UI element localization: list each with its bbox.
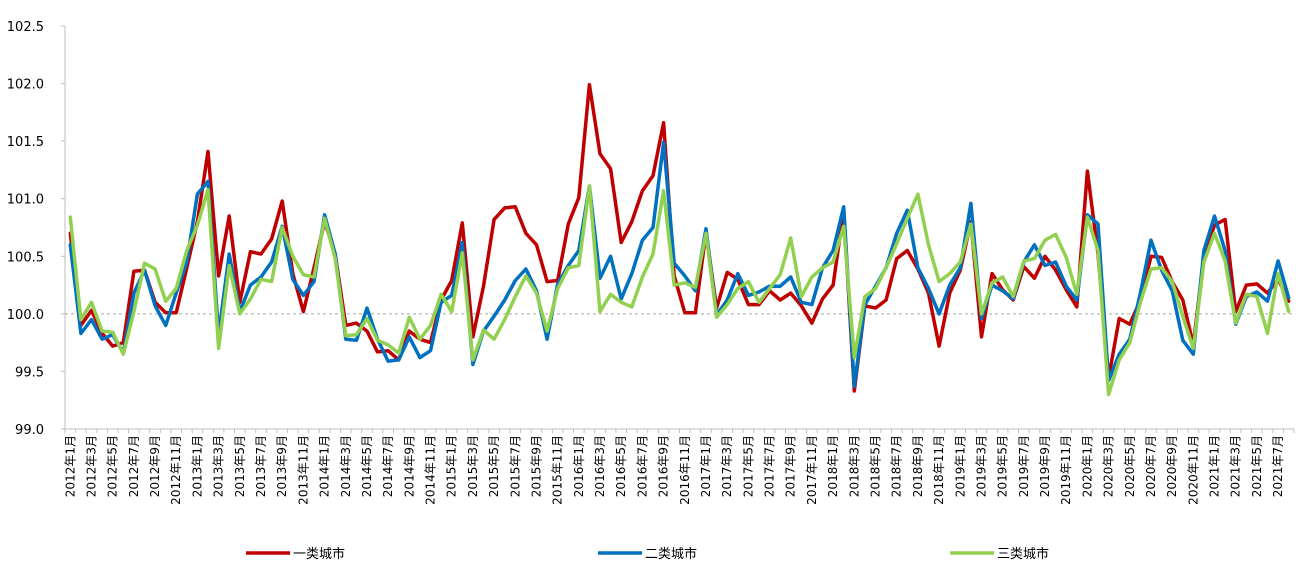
x-tick-label: 2017年3月 bbox=[720, 435, 734, 497]
x-tick-label: 2012年3月 bbox=[84, 435, 98, 497]
x-tick-label: 2018年7月 bbox=[890, 435, 904, 497]
x-tick-label: 2015年11月 bbox=[551, 435, 565, 505]
x-tick-label: 2016年5月 bbox=[614, 435, 628, 497]
x-tick-label: 2017年5月 bbox=[741, 435, 755, 497]
x-tick-label: 2014年3月 bbox=[339, 435, 353, 497]
x-tick-label: 2013年7月 bbox=[254, 435, 268, 497]
x-tick-label: 2017年7月 bbox=[763, 435, 777, 497]
x-tick-label: 2015年3月 bbox=[466, 435, 480, 497]
y-tick-label: 102.0 bbox=[7, 78, 44, 93]
legend: 一类城市 二类城市 三类城市 bbox=[246, 546, 1049, 562]
x-tick-label: 2020年9月 bbox=[1165, 435, 1179, 497]
x-tick-label: 2016年11月 bbox=[678, 435, 692, 505]
x-tick-label: 2019年7月 bbox=[1017, 435, 1031, 497]
x-tick-label: 2018年3月 bbox=[847, 435, 861, 497]
x-tick-label: 2014年1月 bbox=[318, 435, 332, 497]
x-tick-label: 2016年7月 bbox=[635, 435, 649, 497]
series-group bbox=[68, 82, 1291, 397]
x-tick-label: 2019年1月 bbox=[953, 435, 967, 497]
x-tick-label: 2020年11月 bbox=[1186, 435, 1200, 505]
x-tick-label: 2015年9月 bbox=[529, 435, 543, 497]
x-tick-label: 2016年9月 bbox=[657, 435, 671, 497]
x-tick-label: 2014年5月 bbox=[360, 435, 374, 497]
x-tick-label: 2019年3月 bbox=[974, 435, 988, 497]
x-tick-label: 2020年7月 bbox=[1144, 435, 1158, 497]
x-axis: 2012年1月 2012年3月 2012年5月 2012年7月 2012年9月 2012年… bbox=[63, 429, 1295, 505]
x-tick-label: 2013年1月 bbox=[190, 435, 204, 497]
x-tick-label: 2018年11月 bbox=[932, 435, 946, 505]
x-tick-label: 2015年5月 bbox=[487, 435, 501, 497]
x-tick-label: 2021年5月 bbox=[1250, 435, 1264, 497]
legend-label-series-1: 二类城市 bbox=[645, 546, 697, 562]
x-tick-label: 2013年11月 bbox=[296, 435, 310, 505]
x-tick-label: 2013年5月 bbox=[233, 435, 247, 497]
x-tick-label: 2012年11月 bbox=[169, 435, 183, 505]
y-tick-label: 102.5 bbox=[7, 20, 44, 35]
x-tick-label: 2018年9月 bbox=[911, 435, 925, 497]
legend-item-series-0[interactable]: 一类城市 bbox=[246, 546, 345, 562]
x-tick-label: 2020年1月 bbox=[1080, 435, 1094, 497]
x-tick-label: 2012年9月 bbox=[148, 435, 162, 497]
x-tick-label: 2016年3月 bbox=[593, 435, 607, 497]
series-line-2 bbox=[68, 184, 1291, 397]
x-tick-label: 2014年11月 bbox=[424, 435, 438, 505]
x-tick-label: 2020年5月 bbox=[1123, 435, 1137, 497]
x-tick-label: 2017年11月 bbox=[805, 435, 819, 505]
x-tick-label: 2012年7月 bbox=[127, 435, 141, 497]
x-tick-label: 2021年3月 bbox=[1229, 435, 1243, 497]
x-tick-label: 2018年1月 bbox=[826, 435, 840, 497]
legend-label-series-2: 三类城市 bbox=[997, 546, 1049, 562]
x-tick-label: 2018年5月 bbox=[869, 435, 883, 497]
x-tick-label: 2015年7月 bbox=[508, 435, 522, 497]
x-tick-label: 2016年1月 bbox=[572, 435, 586, 497]
x-tick-label: 2012年5月 bbox=[106, 435, 120, 497]
x-tick-label: 2021年7月 bbox=[1271, 435, 1285, 497]
y-tick-label: 100.5 bbox=[7, 250, 44, 265]
legend-label-series-0: 一类城市 bbox=[293, 546, 345, 562]
y-tick-label: 99.0 bbox=[15, 423, 44, 438]
y-tick-label: 100.0 bbox=[7, 308, 44, 323]
x-tick-label: 2019年5月 bbox=[996, 435, 1010, 497]
y-axis: 102.5 102.0 101.5 101.0 100.5 100.0 99.5 99.0 bbox=[7, 20, 65, 438]
x-tick-label: 2012年1月 bbox=[63, 435, 77, 497]
legend-item-series-1[interactable]: 二类城市 bbox=[598, 546, 697, 562]
x-tick-label: 2014年7月 bbox=[381, 435, 395, 497]
y-tick-label: 99.5 bbox=[15, 365, 44, 380]
x-tick-label: 2014年9月 bbox=[402, 435, 416, 497]
x-tick-label: 2019年9月 bbox=[1038, 435, 1052, 497]
x-tick-label: 2013年3月 bbox=[212, 435, 226, 497]
x-tick-label: 2017年9月 bbox=[784, 435, 798, 497]
x-tick-label: 2013年9月 bbox=[275, 435, 289, 497]
x-tick-label: 2015年1月 bbox=[445, 435, 459, 497]
x-tick-label: 2017年1月 bbox=[699, 435, 713, 497]
x-tick-label: 2019年11月 bbox=[1059, 435, 1073, 505]
legend-item-series-2[interactable]: 三类城市 bbox=[950, 546, 1049, 562]
y-tick-label: 101.5 bbox=[7, 135, 44, 150]
x-tick-label: 2020年3月 bbox=[1102, 435, 1116, 497]
x-tick-label: 2021年1月 bbox=[1208, 435, 1222, 497]
y-tick-label: 101.0 bbox=[7, 193, 44, 208]
series-line-0 bbox=[68, 82, 1291, 393]
